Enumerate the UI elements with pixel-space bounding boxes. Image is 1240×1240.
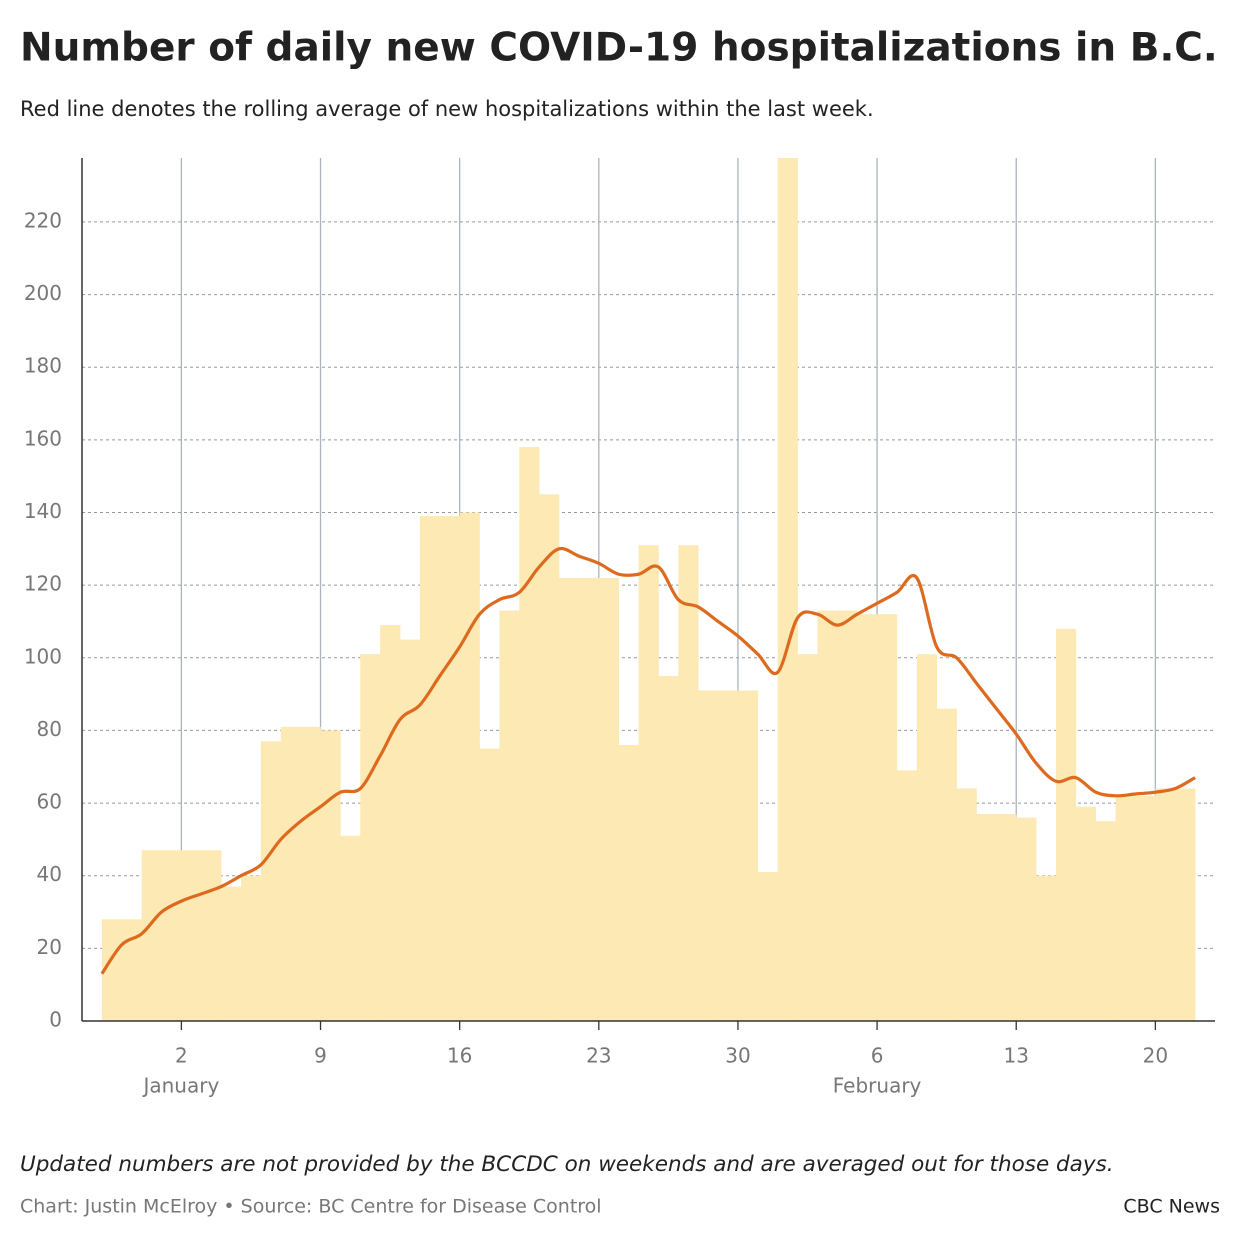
bar bbox=[221, 886, 242, 1021]
bar bbox=[638, 545, 659, 1021]
bar bbox=[578, 577, 600, 1021]
y-tick-label: 220 bbox=[24, 208, 62, 232]
bar bbox=[658, 675, 679, 1021]
bar bbox=[539, 494, 560, 1022]
x-tick-label: 2 bbox=[175, 1044, 188, 1068]
bar bbox=[618, 744, 639, 1021]
x-tick-label: 16 bbox=[447, 1044, 472, 1068]
bar bbox=[757, 872, 779, 1021]
bar bbox=[877, 614, 898, 1021]
x-tick-label: 6 bbox=[871, 1044, 884, 1068]
y-tick-label: 40 bbox=[37, 862, 62, 886]
y-tick-label: 120 bbox=[24, 572, 62, 596]
x-tick-label: 9 bbox=[314, 1044, 327, 1068]
y-tick-label: 200 bbox=[24, 281, 62, 305]
bar bbox=[479, 748, 500, 1021]
x-tick-label: 23 bbox=[586, 1044, 611, 1068]
bar bbox=[678, 545, 699, 1021]
bar bbox=[419, 516, 441, 1021]
bar bbox=[459, 512, 480, 1021]
bar bbox=[181, 850, 202, 1021]
month-label: February bbox=[833, 1074, 922, 1098]
bar bbox=[161, 850, 182, 1021]
bar bbox=[737, 690, 759, 1021]
axes: 0 20 40 60 80 100 120 140 160 180 200 220 2 9 16 23 30 6 1… bbox=[24, 158, 1215, 1098]
chart-source: Chart: Justin McElroy • Source: BC Centr… bbox=[20, 1196, 602, 1218]
bar bbox=[360, 654, 381, 1021]
bar bbox=[837, 610, 858, 1021]
y-tick-label: 20 bbox=[37, 935, 62, 959]
bar bbox=[1075, 806, 1097, 1021]
bar bbox=[559, 577, 580, 1021]
bar bbox=[1016, 817, 1037, 1021]
bar bbox=[896, 770, 918, 1021]
x-tick-label: 30 bbox=[725, 1044, 750, 1068]
bar bbox=[300, 726, 321, 1021]
x-tick-label: 20 bbox=[1143, 1044, 1168, 1068]
bar bbox=[1115, 795, 1136, 1021]
rolling-average-line bbox=[100, 546, 1196, 975]
y-tick-label: 100 bbox=[24, 644, 62, 668]
chart-title: Number of daily new COVID-19 hospitaliza… bbox=[20, 26, 1218, 71]
bar bbox=[439, 516, 460, 1021]
bar bbox=[121, 919, 142, 1021]
bar bbox=[777, 158, 798, 1021]
bar bbox=[698, 690, 719, 1021]
bar bbox=[340, 835, 361, 1021]
bar bbox=[976, 813, 997, 1021]
bar bbox=[241, 875, 262, 1021]
bar bbox=[718, 690, 739, 1021]
plot-area bbox=[100, 158, 1196, 1022]
bar bbox=[101, 919, 123, 1021]
bar bbox=[201, 850, 222, 1021]
bar bbox=[956, 788, 977, 1021]
bar bbox=[1095, 821, 1116, 1021]
bar bbox=[1135, 795, 1156, 1021]
bar bbox=[260, 741, 282, 1021]
bar bbox=[817, 610, 838, 1021]
y-tick-label: 160 bbox=[24, 426, 62, 450]
y-tick-label: 180 bbox=[24, 354, 62, 378]
bar bbox=[1055, 628, 1077, 1021]
bar bbox=[400, 639, 421, 1021]
chart-note: Updated numbers are not provided by the … bbox=[20, 1152, 1114, 1177]
x-tick-label: 13 bbox=[1004, 1044, 1029, 1068]
month-label: January bbox=[141, 1074, 219, 1098]
bar bbox=[916, 654, 938, 1021]
bar bbox=[380, 625, 401, 1021]
chart-credit: CBC News bbox=[1123, 1196, 1220, 1218]
bar bbox=[1036, 875, 1057, 1021]
bar bbox=[519, 447, 540, 1022]
bar bbox=[598, 577, 619, 1021]
bar bbox=[857, 614, 878, 1021]
y-tick-label: 140 bbox=[24, 499, 62, 523]
chart-subtitle: Red line denotes the rolling average of … bbox=[20, 97, 874, 121]
bar bbox=[996, 813, 1017, 1021]
bar bbox=[499, 610, 520, 1021]
y-tick-label: 80 bbox=[37, 717, 62, 741]
bar bbox=[1155, 788, 1176, 1021]
y-tick-label: 0 bbox=[49, 1008, 62, 1032]
bar bbox=[280, 726, 301, 1021]
bar bbox=[1175, 788, 1196, 1021]
bar bbox=[320, 730, 341, 1021]
bar bbox=[141, 850, 162, 1021]
bar bbox=[797, 654, 818, 1021]
y-tick-label: 60 bbox=[37, 790, 62, 814]
bar bbox=[936, 708, 957, 1021]
